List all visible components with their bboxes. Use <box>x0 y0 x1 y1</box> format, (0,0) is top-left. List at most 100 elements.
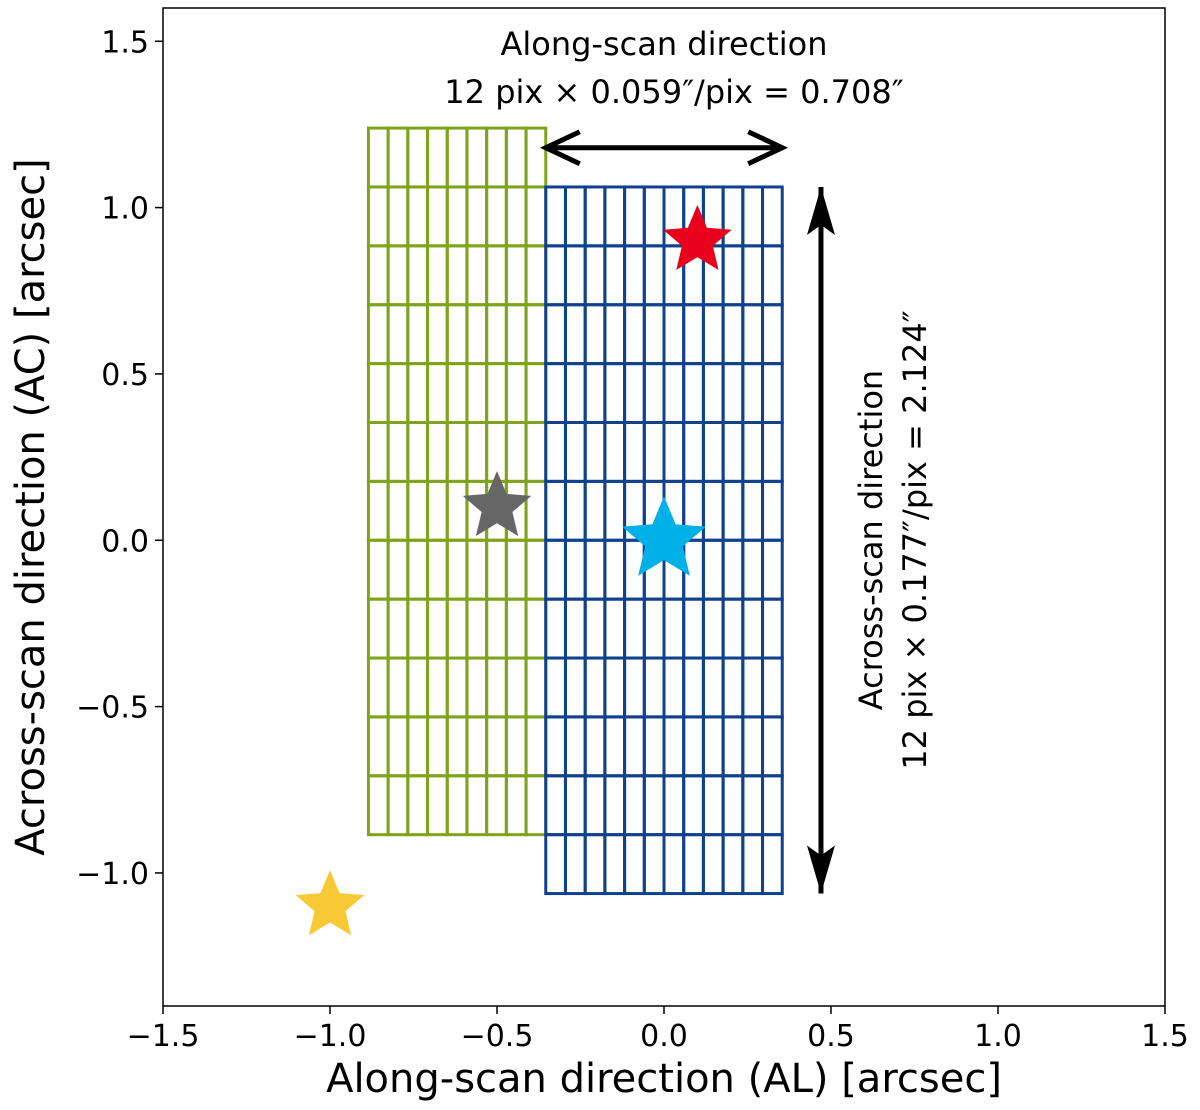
grid-1-pixel <box>426 597 449 660</box>
vertical-double-arrow <box>806 186 835 894</box>
arrow-head <box>747 129 789 166</box>
grid-2-pixel <box>682 656 705 719</box>
y-tick-label: −1.0 <box>76 857 149 892</box>
along-scan-annotation-formula: 12 pix × 0.059″/pix = 0.708″ <box>444 73 903 111</box>
grid-1-pixel <box>406 597 430 660</box>
grid-1-pixel <box>504 421 528 483</box>
horizontal-double-arrow <box>539 129 789 166</box>
grid-2-pixel <box>701 362 725 425</box>
grid-1-pixel <box>524 244 548 307</box>
grid-1-pixel <box>445 538 469 601</box>
arrow-head <box>806 845 835 894</box>
grid-1-pixel <box>524 362 548 425</box>
grid-2-pixel <box>761 362 784 425</box>
grid-2-pixel <box>583 479 607 542</box>
grid-1-pixel <box>386 774 410 837</box>
grid-2-pixel <box>563 244 587 307</box>
grid-1-pixel <box>426 479 449 542</box>
grid-1-pixel <box>524 421 548 483</box>
grid-1-pixel <box>366 185 390 248</box>
grid-1-pixel <box>366 479 390 542</box>
grid-1-pixel <box>465 597 489 660</box>
grid-2-pixel <box>603 421 627 483</box>
grid-2-pixel <box>662 303 686 366</box>
grid-1-pixel <box>406 126 430 189</box>
grid-2-pixel <box>563 362 587 425</box>
across-scan-annotation-formula: 12 pix × 0.177″/pix = 2.124″ <box>896 310 934 769</box>
grid-2-pixel <box>662 597 686 660</box>
grid-2-pixel <box>544 715 567 778</box>
grid-1-pixel <box>504 538 528 601</box>
x-axis-label: Along-scan direction (AL) [arcsec] <box>326 1056 1002 1102</box>
star-marker-4 <box>295 870 365 936</box>
grid-1-pixel <box>366 126 390 189</box>
grid-1-pixel <box>386 421 410 483</box>
grid-2-pixel <box>563 597 587 660</box>
grid-2-pixel <box>623 244 646 307</box>
grid-2-pixel <box>583 538 607 601</box>
grid-1-pixel <box>426 538 449 601</box>
grid-1-pixel <box>386 303 410 366</box>
grid-1-pixel <box>426 185 449 248</box>
grid-2-pixel <box>544 303 567 366</box>
y-tick-label: 0.0 <box>101 524 149 559</box>
grid-1-pixel <box>504 597 528 660</box>
grid-2-pixel <box>544 421 567 483</box>
grid-2-pixel <box>741 538 765 601</box>
grid-1-pixel <box>406 185 430 248</box>
grid-2-pixel <box>761 479 784 542</box>
grid-2-pixel <box>721 479 745 542</box>
grid-1-pixel <box>426 362 449 425</box>
grid-2-pixel <box>721 303 745 366</box>
grid-2-pixel <box>761 303 784 366</box>
grid-1-pixel <box>524 597 548 660</box>
grid-2-pixel <box>642 656 666 719</box>
grid-2-pixel <box>721 833 745 896</box>
grid-1-pixel <box>465 185 489 248</box>
grid-1-pixel <box>406 656 430 719</box>
grid-1-pixel <box>524 479 548 542</box>
grid-1-pixel <box>465 715 489 778</box>
grid-1-pixel <box>426 244 449 307</box>
grid-1-pixel <box>406 362 430 425</box>
grid-2-pixel <box>662 833 686 896</box>
grid-1-pixel <box>504 774 528 837</box>
grid-2-pixel <box>662 774 686 837</box>
grid-2-pixel <box>721 715 745 778</box>
grid-2-pixel <box>701 656 725 719</box>
grid-1-pixel <box>504 185 528 248</box>
grid-2-pixel <box>721 362 745 425</box>
grid-2-pixel <box>662 656 686 719</box>
grid-1-pixel <box>366 774 390 837</box>
grid-2-pixel <box>741 479 765 542</box>
grid-2-pixel <box>544 244 567 307</box>
y-tick-label: 0.5 <box>101 358 149 393</box>
grid-1-pixel <box>445 479 469 542</box>
grid-1-pixel <box>504 303 528 366</box>
grid-1-pixel <box>485 715 508 778</box>
grid-2-pixel <box>701 303 725 366</box>
grid-1-pixel <box>406 538 430 601</box>
grid-1-pixel <box>445 774 469 837</box>
grid-2-pixel <box>701 538 725 601</box>
grid-2-pixel <box>682 597 705 660</box>
grid-1-pixel <box>366 421 390 483</box>
grid-2-pixel <box>583 185 607 248</box>
grid-2-pixel <box>623 774 646 837</box>
grid-1-pixel <box>386 597 410 660</box>
pixel-grid-1 <box>366 126 548 837</box>
grid-2-pixel <box>701 479 725 542</box>
grid-2-pixel <box>741 421 765 483</box>
grid-2-pixel <box>682 715 705 778</box>
grid-1-pixel <box>386 185 410 248</box>
x-tick-label: 1.5 <box>1141 1019 1189 1054</box>
grid-2-pixel <box>563 421 587 483</box>
grid-1-pixel <box>426 303 449 366</box>
grid-1-pixel <box>485 126 508 189</box>
grid-2-pixel <box>761 774 784 837</box>
grid-2-pixel <box>563 833 587 896</box>
grid-1-pixel <box>504 715 528 778</box>
grid-1-pixel <box>524 656 548 719</box>
grid-1-pixel <box>426 656 449 719</box>
